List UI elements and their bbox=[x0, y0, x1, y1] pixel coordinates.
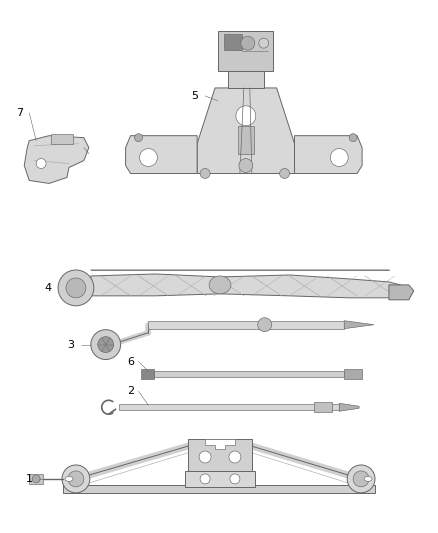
Circle shape bbox=[353, 471, 369, 487]
Circle shape bbox=[259, 38, 268, 48]
Polygon shape bbox=[185, 471, 255, 487]
Polygon shape bbox=[63, 485, 375, 493]
Ellipse shape bbox=[364, 477, 372, 481]
Circle shape bbox=[241, 36, 255, 50]
Bar bbox=[314, 402, 332, 412]
Bar bbox=[51, 134, 73, 144]
Circle shape bbox=[91, 330, 120, 360]
Circle shape bbox=[134, 134, 142, 142]
Circle shape bbox=[236, 106, 256, 126]
Circle shape bbox=[199, 451, 211, 463]
Text: 6: 6 bbox=[127, 357, 134, 367]
Text: 1: 1 bbox=[26, 474, 33, 484]
Circle shape bbox=[349, 134, 357, 142]
Text: 7: 7 bbox=[16, 108, 23, 118]
Text: 4: 4 bbox=[45, 283, 52, 293]
Circle shape bbox=[58, 270, 94, 306]
Circle shape bbox=[68, 471, 84, 487]
Text: 3: 3 bbox=[67, 340, 74, 350]
Polygon shape bbox=[228, 71, 264, 88]
Circle shape bbox=[230, 474, 240, 484]
Polygon shape bbox=[126, 136, 197, 173]
Circle shape bbox=[330, 149, 348, 166]
Circle shape bbox=[258, 318, 272, 332]
Ellipse shape bbox=[65, 477, 73, 481]
Bar bbox=[344, 369, 362, 379]
Ellipse shape bbox=[209, 276, 231, 294]
Circle shape bbox=[32, 475, 40, 483]
Circle shape bbox=[36, 158, 46, 168]
Circle shape bbox=[279, 168, 290, 179]
Bar bbox=[238, 126, 254, 154]
Circle shape bbox=[200, 474, 210, 484]
Circle shape bbox=[66, 278, 86, 298]
Bar bbox=[141, 369, 155, 379]
Polygon shape bbox=[197, 88, 294, 173]
Polygon shape bbox=[339, 403, 359, 411]
Circle shape bbox=[347, 465, 375, 493]
Polygon shape bbox=[188, 439, 252, 471]
Circle shape bbox=[229, 451, 241, 463]
Circle shape bbox=[98, 337, 114, 352]
Bar bbox=[224, 34, 242, 50]
Polygon shape bbox=[24, 136, 89, 183]
Text: 5: 5 bbox=[192, 91, 199, 101]
Bar bbox=[29, 474, 43, 484]
Polygon shape bbox=[294, 136, 362, 173]
Circle shape bbox=[200, 168, 210, 179]
Polygon shape bbox=[91, 274, 404, 298]
Circle shape bbox=[140, 149, 157, 166]
Polygon shape bbox=[119, 404, 339, 410]
Circle shape bbox=[239, 158, 253, 173]
Polygon shape bbox=[155, 372, 344, 377]
Polygon shape bbox=[148, 321, 344, 329]
Text: 2: 2 bbox=[127, 386, 134, 397]
Circle shape bbox=[62, 465, 90, 493]
Polygon shape bbox=[205, 439, 235, 449]
Polygon shape bbox=[389, 285, 414, 300]
Polygon shape bbox=[344, 321, 374, 329]
Bar bbox=[218, 31, 273, 71]
